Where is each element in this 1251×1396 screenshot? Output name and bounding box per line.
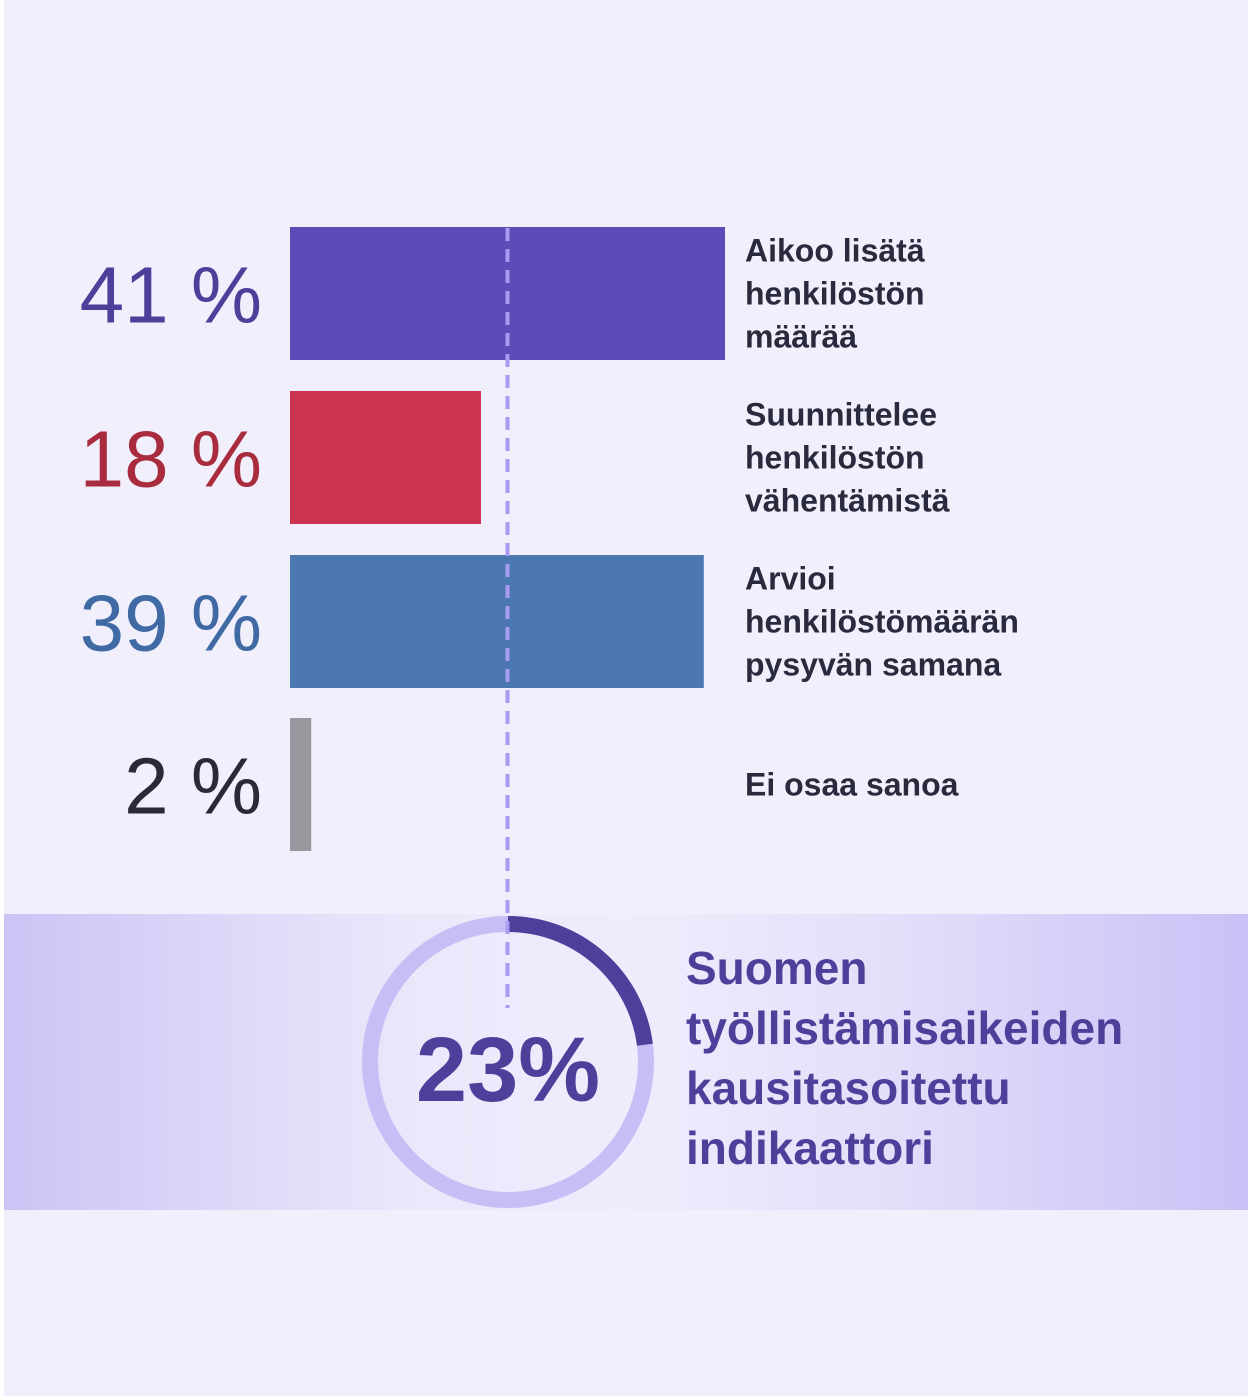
category-label-1: Aikoo lisätä henkilöstön määrää xyxy=(745,233,925,355)
indicator-label-text: Suomen työllistämisaikeiden kausitasoitett… xyxy=(686,942,1123,1174)
bar-4 xyxy=(290,718,312,851)
value-labels: 41 % 18 % 39 % 2 % xyxy=(80,251,262,831)
bar-3 xyxy=(290,555,704,688)
value-label-1: 41 % xyxy=(80,251,262,340)
gauge-progress-arc xyxy=(507,916,653,1046)
value-label-2: 18 % xyxy=(80,415,262,504)
bar-2 xyxy=(290,391,481,524)
value-label-4: 2 % xyxy=(124,742,262,831)
category-label-2: Suunnittelee henkilöstön vähentämistä xyxy=(745,397,950,519)
indicator-band xyxy=(4,914,1248,1210)
category-label-4: Ei osaa sanoa xyxy=(745,767,959,803)
category-labels: Aikoo lisätä henkilöstön määrää Suunnittele… xyxy=(745,233,1019,803)
indicator-value: 23% xyxy=(416,1019,600,1121)
value-label-3: 39 % xyxy=(80,579,262,668)
bars xyxy=(290,227,725,851)
category-label-3: Arvioi henkilöstömäärän pysyvän samana xyxy=(745,561,1019,683)
indicator-label: Suomen työllistämisaikeiden kausitasoitett… xyxy=(686,942,1123,1174)
